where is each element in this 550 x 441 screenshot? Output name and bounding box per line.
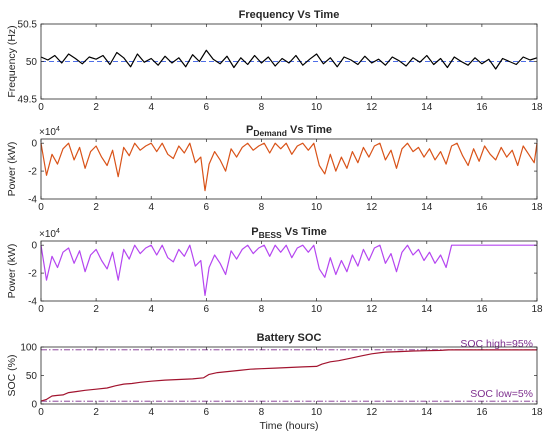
x-tick-label: 8 bbox=[259, 102, 265, 113]
x-tick-label: 14 bbox=[421, 202, 433, 213]
exponent-label: ×104 bbox=[39, 228, 60, 240]
x-tick-label: 12 bbox=[366, 304, 378, 315]
panel-title: Frequency Vs Time bbox=[239, 9, 340, 21]
x-tick-label: 10 bbox=[311, 102, 323, 113]
y-axis-label: Power (kW) bbox=[6, 142, 18, 197]
x-tick-label: 18 bbox=[531, 102, 543, 113]
panel-4: Battery SOC SOC high=95% SOC low=5% 0 2 4 6 8 10… bbox=[6, 332, 543, 432]
x-tick-label: 0 bbox=[38, 102, 44, 113]
panel-title: PBESS Vs Time bbox=[251, 226, 327, 240]
x-tick-label: 16 bbox=[476, 407, 488, 418]
exponent-power: 4 bbox=[56, 228, 60, 235]
series-line-1 bbox=[40, 142, 538, 192]
exponent-label: ×104 bbox=[39, 126, 60, 138]
axes-box bbox=[40, 138, 538, 200]
title-main: Battery SOC bbox=[257, 332, 322, 344]
panel-1: Frequency Vs Time 0 2 4 6 8 10 12 14 16 18 49.5 50 50… bbox=[6, 9, 543, 113]
x-tick-label: 14 bbox=[421, 102, 433, 113]
y-tick-label: 50 bbox=[26, 57, 38, 68]
x-tick-label: 4 bbox=[148, 304, 154, 315]
exponent-base: ×10 bbox=[39, 127, 56, 138]
x-tick-label: 0 bbox=[38, 202, 44, 213]
x-tick-label: 12 bbox=[366, 202, 378, 213]
x-tick-label: 4 bbox=[148, 407, 154, 418]
x-tick-label: 10 bbox=[311, 407, 323, 418]
x-tick-label: 0 bbox=[38, 304, 44, 315]
x-tick-label: 16 bbox=[476, 304, 488, 315]
y-axis-label: Frequency (Hz) bbox=[6, 25, 18, 97]
y-tick-label: 100 bbox=[20, 343, 37, 354]
x-tick-label: 8 bbox=[259, 202, 265, 213]
y-axis-label: Power (kW) bbox=[6, 244, 18, 299]
x-tick-label: 18 bbox=[531, 407, 543, 418]
y-tick-label: -2 bbox=[28, 269, 37, 280]
y-tick-label: 0 bbox=[31, 139, 37, 150]
x-tick-label: 6 bbox=[204, 304, 210, 315]
title-main: P bbox=[246, 124, 253, 136]
x-tick-label: 6 bbox=[204, 202, 210, 213]
x-tick-label: 4 bbox=[148, 102, 154, 113]
x-tick-label: 14 bbox=[421, 304, 433, 315]
x-tick-label: 2 bbox=[93, 407, 99, 418]
panel-title: Battery SOC bbox=[257, 332, 322, 344]
x-tick-label: 14 bbox=[421, 407, 433, 418]
x-tick-label: 8 bbox=[259, 407, 265, 418]
x-tick-label: 18 bbox=[531, 304, 543, 315]
y-tick-label: 50 bbox=[26, 371, 38, 382]
x-tick-label: 0 bbox=[38, 407, 44, 418]
limit-label-1: SOC high=95% bbox=[460, 338, 533, 350]
title-main: Frequency Vs Time bbox=[239, 9, 340, 21]
x-tick-label: 12 bbox=[366, 407, 378, 418]
y-tick-label: 0 bbox=[31, 241, 37, 252]
series-line-1 bbox=[40, 244, 537, 296]
axes-box bbox=[40, 346, 538, 405]
y-tick-label: 49.5 bbox=[18, 95, 38, 106]
x-tick-label: 2 bbox=[93, 102, 99, 113]
x-tick-label: 6 bbox=[204, 102, 210, 113]
x-tick-label: 6 bbox=[204, 407, 210, 418]
y-tick-label: -2 bbox=[28, 167, 37, 178]
y-tick-label: -4 bbox=[28, 195, 37, 206]
x-tick-label: 16 bbox=[476, 102, 488, 113]
x-tick-label: 2 bbox=[93, 304, 99, 315]
exponent-power: 4 bbox=[56, 126, 60, 133]
title-suffix: Vs Time bbox=[287, 124, 332, 136]
series-line-1 bbox=[40, 349, 537, 402]
axes-box bbox=[40, 240, 538, 302]
title-subscript: Demand bbox=[253, 128, 287, 138]
title-main: P bbox=[251, 226, 258, 238]
y-tick-label: 50.5 bbox=[18, 20, 38, 31]
x-tick-label: 10 bbox=[311, 304, 323, 315]
x-tick-label: 12 bbox=[366, 102, 378, 113]
x-tick-label: 4 bbox=[148, 202, 154, 213]
title-suffix: Vs Time bbox=[282, 226, 327, 238]
series-line-1 bbox=[40, 49, 538, 70]
y-axis-label: SOC (%) bbox=[6, 355, 18, 397]
x-tick-label: 16 bbox=[476, 202, 488, 213]
x-tick-label: 2 bbox=[93, 202, 99, 213]
title-subscript: BESS bbox=[259, 230, 282, 240]
y-tick-label: 0 bbox=[31, 400, 37, 411]
limit-label-2: SOC low=5% bbox=[470, 388, 533, 400]
x-tick-label: 10 bbox=[311, 202, 323, 213]
x-tick-label: 8 bbox=[259, 304, 265, 315]
panel-title: PDemand Vs Time bbox=[246, 124, 332, 138]
exponent-base: ×10 bbox=[39, 229, 56, 240]
x-tick-label: 18 bbox=[531, 202, 543, 213]
x-axis-label: Time (hours) bbox=[259, 420, 318, 432]
y-tick-label: -4 bbox=[28, 297, 37, 308]
